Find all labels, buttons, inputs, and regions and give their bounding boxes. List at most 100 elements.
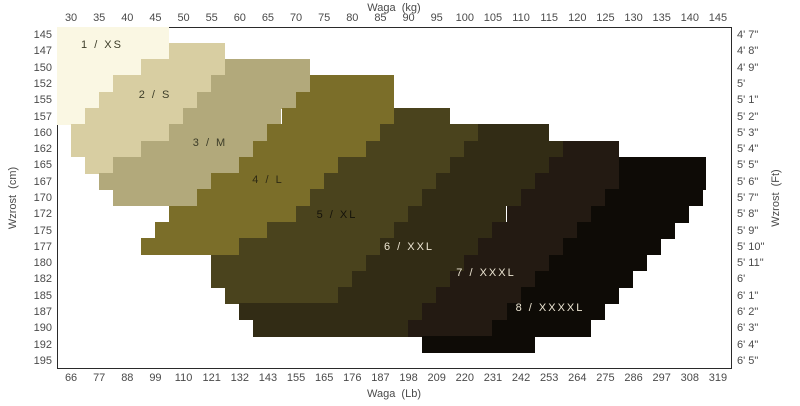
cm-tick: 160 — [33, 126, 52, 139]
cm-tick: 177 — [33, 240, 52, 253]
lb-tick: 110 — [174, 372, 193, 384]
size-region-s-row — [112, 75, 212, 93]
size-region-xs-row — [56, 107, 85, 125]
lb-tick: 198 — [399, 372, 418, 384]
size-region-label-xxl: 6 / XXL — [383, 241, 435, 253]
kg-tick: 70 — [289, 12, 303, 24]
ft-tick: 5' 4" — [737, 143, 759, 156]
size-region-xxxl-row — [562, 140, 619, 158]
size-region-s-row — [140, 59, 226, 76]
size-region-m-row — [98, 173, 212, 190]
size-region-s-row — [84, 156, 113, 174]
cm-tick: 187 — [33, 306, 52, 318]
top-axis-title: Waga (kg) — [367, 2, 421, 14]
lb-tick: 231 — [483, 372, 503, 384]
size-region-xxxxl-row — [590, 205, 690, 223]
size-region-xxl-row — [478, 124, 549, 142]
size-region-xl-row — [394, 107, 451, 125]
kg-tick: 130 — [624, 12, 643, 24]
size-region-s-row — [98, 91, 198, 109]
cm-tick: 162 — [33, 143, 52, 156]
size-region-xxxxl-row — [506, 303, 605, 321]
size-region-m-row — [140, 140, 254, 158]
size-region-xxl-row — [450, 156, 549, 174]
kg-tick: 65 — [261, 12, 275, 24]
ft-tick: 6' 3" — [737, 322, 759, 335]
size-region-xl-row — [239, 238, 380, 256]
size-region-l-row — [309, 75, 394, 93]
size-region-xs-row — [56, 75, 113, 93]
ft-tick: 5' 10" — [737, 240, 765, 253]
size-region-xxl-row — [253, 319, 409, 337]
ft-tick: 5' 9" — [737, 224, 759, 237]
size-region-xxxxl-row — [562, 238, 662, 256]
ft-tick: 5' 6" — [737, 175, 759, 188]
ft-tick: 4' 9" — [737, 61, 759, 74]
kg-tick: 60 — [233, 12, 246, 24]
cm-tick: 167 — [33, 175, 52, 188]
size-region-xxxl-row — [422, 303, 507, 321]
kg-tick: 90 — [402, 12, 415, 24]
lb-tick: 286 — [624, 372, 643, 384]
size-region-xxxl-row — [408, 319, 493, 337]
ft-tick: 5' 5" — [737, 159, 759, 172]
lb-tick: 66 — [64, 372, 78, 384]
size-region-xxxxl-row — [604, 189, 704, 207]
size-region-xxxl-row — [492, 221, 577, 239]
size-region-l-row — [197, 189, 310, 207]
lb-tick: 143 — [258, 372, 278, 384]
size-region-l-row — [239, 156, 338, 174]
lb-tick: 253 — [540, 372, 559, 384]
lb-tick: 155 — [286, 372, 306, 384]
size-region-l-row — [169, 205, 296, 223]
size-region-label-xl: 5 / XL — [316, 209, 358, 221]
kg-tick: 105 — [483, 12, 503, 24]
size-region-xs-row — [56, 42, 169, 60]
size-region-label-xxxl: 7 / XXXL — [456, 267, 516, 279]
size-region-l-row — [295, 91, 394, 109]
size-region-m-row — [112, 156, 240, 174]
kg-tick: 125 — [596, 12, 615, 24]
cm-tick: 192 — [33, 338, 52, 351]
cm-tick: 155 — [33, 94, 52, 107]
size-region-l-row — [281, 107, 394, 125]
lb-tick: 264 — [568, 372, 587, 384]
size-region-xxxxl-row — [534, 270, 634, 288]
cm-tick: 165 — [33, 159, 52, 172]
size-region-xl-row — [337, 156, 451, 174]
size-region-xxxxl-row — [520, 287, 619, 304]
size-region-xxl-row — [408, 205, 507, 223]
size-region-l-row — [140, 238, 240, 256]
size-region-xl-row — [267, 221, 394, 239]
size-region-xl-row — [211, 270, 352, 288]
lb-tick: 176 — [343, 372, 362, 384]
size-region-m-row — [197, 91, 296, 109]
size-region-m-row — [211, 75, 310, 93]
size-region-xl-row — [365, 140, 465, 158]
size-region-m-row — [225, 59, 310, 76]
ft-tick: 6' 1" — [737, 289, 759, 302]
ft-tick: 4' 8" — [737, 45, 759, 58]
lb-tick: 209 — [427, 372, 446, 384]
cm-tick: 147 — [33, 45, 52, 58]
size-region-xxxxl-row — [422, 335, 535, 353]
kg-tick: 100 — [455, 12, 474, 24]
cm-tick: 172 — [33, 208, 52, 221]
size-region-xxl-row — [239, 303, 423, 321]
size-region-xxxl-row — [534, 173, 619, 190]
kg-tick: 40 — [121, 12, 134, 24]
cm-tick: 145 — [33, 29, 52, 42]
size-region-xl-row — [309, 189, 423, 207]
lb-tick: 165 — [315, 372, 334, 384]
size-region-label-xxxxl: 8 / XXXXL — [515, 302, 585, 314]
lb-tick: 242 — [511, 372, 531, 384]
size-region-xxxxl-row — [492, 319, 591, 337]
cm-tick: 152 — [33, 78, 52, 90]
size-region-xs-row — [56, 26, 169, 44]
plot-area — [56, 26, 732, 369]
cm-tick: 170 — [33, 192, 52, 204]
size-region-xxl-row — [351, 270, 451, 288]
ft-tick: 5' 3" — [737, 126, 759, 139]
ft-tick: 5' 11" — [737, 257, 764, 270]
